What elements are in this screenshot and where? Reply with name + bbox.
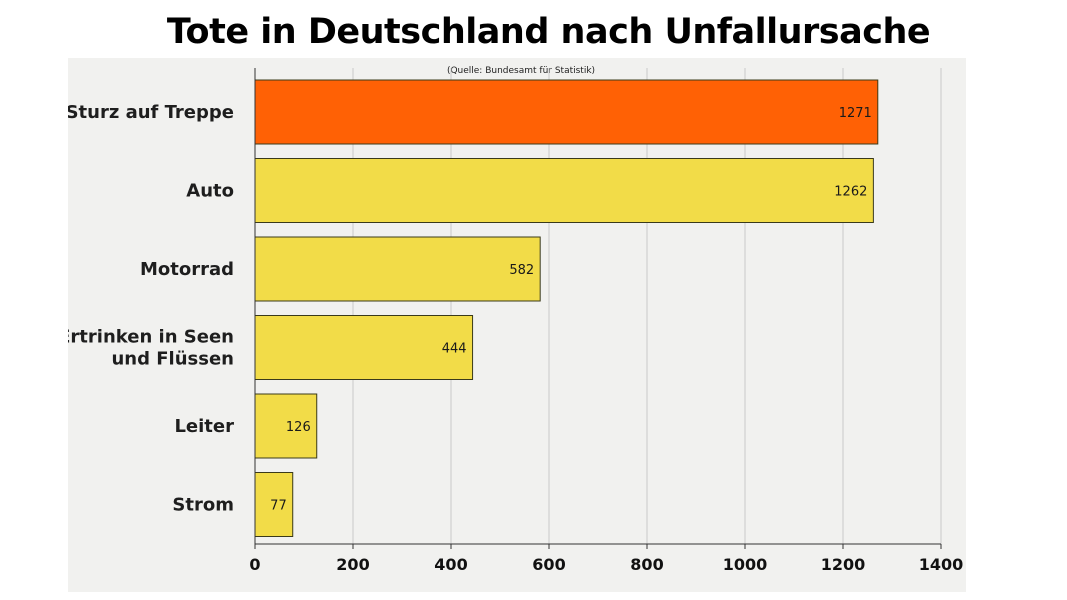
bar-2 (254, 236, 541, 302)
bar-3 (254, 315, 474, 380)
chart-panel: (Quelle: Bundesamt für Statistik) 1271 12… (68, 58, 966, 592)
grid-lines (352, 68, 942, 544)
x-tick-label-1200: 1200 (821, 555, 866, 574)
bar-chart: (Quelle: Bundesamt für Statistik) 127112… (68, 66, 963, 574)
value-label-2: 582 (509, 263, 534, 278)
x-tick-label-200: 200 (336, 555, 369, 574)
category-label-0-line-0: Sturz auf Treppe (68, 102, 234, 123)
x-tick-label-800: 800 (630, 555, 663, 574)
category-label-5-line-0: Strom (172, 495, 234, 516)
x-tick-label-400: 400 (434, 555, 467, 574)
category-label-4: Leiter (174, 416, 234, 437)
x-tick-label-600: 600 (532, 555, 565, 574)
value-label-0: 1271 (839, 106, 872, 121)
category-labels: Sturz auf Treppe Auto Motorrad Ertrinken in… (68, 102, 234, 516)
category-label-1: Auto (186, 181, 234, 202)
chart-subtitle: (Quelle: Bundesamt für Statistik) (447, 66, 595, 76)
category-label-4-line-0: Leiter (174, 416, 234, 437)
bar-1 (254, 158, 874, 223)
category-label-2-line-0: Motorrad (140, 259, 234, 280)
x-axis: 0 200 400 600 800 1000 1200 1400 (249, 68, 963, 574)
x-tick-label-1000: 1000 (723, 555, 768, 574)
category-label-1-line-0: Auto (186, 181, 234, 202)
category-label-5: Strom (172, 495, 234, 516)
bars: 1271 1262 582 444 126 77 (254, 79, 879, 537)
category-label-0: Sturz auf Treppe (68, 102, 234, 123)
category-label-3: Ertrinken in Seen und Flüssen (68, 327, 234, 370)
value-label-3: 444 (442, 342, 467, 357)
category-label-3-line-1: und Flüssen (111, 349, 234, 370)
value-label-1: 1262 (834, 185, 867, 200)
bar-5 (254, 472, 294, 537)
category-label-2: Motorrad (140, 259, 234, 280)
bar-0 (254, 79, 879, 145)
x-tick-label-1400: 1400 (919, 555, 964, 574)
chart-title: Tote in Deutschland nach Unfallursache (166, 12, 931, 52)
category-label-3-line-0: Ertrinken in Seen (68, 327, 234, 348)
value-label-5: 77 (270, 499, 287, 514)
value-label-4: 126 (286, 420, 311, 435)
x-tick-label-0: 0 (249, 555, 260, 574)
